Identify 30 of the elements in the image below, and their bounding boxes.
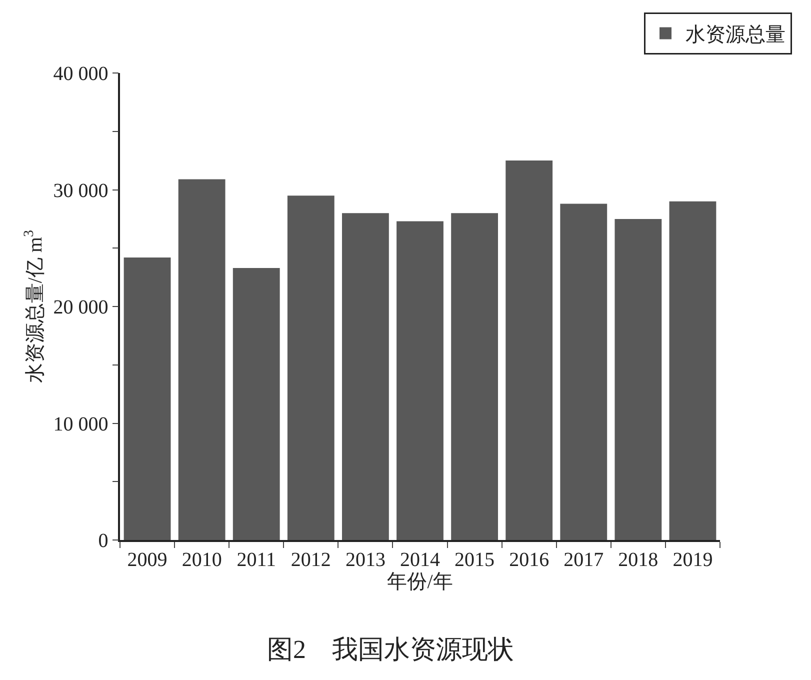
- x-tick-label: 2012: [290, 548, 331, 571]
- bar: [342, 213, 389, 540]
- y-tick-label: 0: [98, 530, 108, 552]
- x-axis-title: 年份/年: [387, 570, 453, 593]
- x-tick-label: 2009: [127, 548, 168, 571]
- y-tick-label: 20 000: [53, 296, 108, 318]
- bar: [232, 268, 280, 540]
- y-tick-label: 10 000: [53, 413, 108, 436]
- bar: [178, 179, 226, 540]
- bar: [124, 257, 171, 540]
- bar: [614, 218, 662, 540]
- x-tick-label: 2011: [236, 548, 276, 571]
- bar: [669, 201, 716, 540]
- x-tick-label: 2016: [509, 548, 550, 571]
- x-tick-label: 2018: [618, 548, 658, 571]
- bar: [396, 221, 444, 540]
- x-tick-label: 2013: [345, 548, 386, 571]
- x-tick-label: 2010: [182, 548, 222, 571]
- x-tick-label: 2017: [564, 548, 604, 571]
- legend-label: 水资源总量: [686, 24, 786, 46]
- x-tick-label: 2019: [672, 548, 713, 571]
- bar: [451, 213, 498, 540]
- bar: [506, 160, 553, 540]
- y-tick-label: 40 000: [53, 63, 108, 85]
- y-tick-label: 30 000: [53, 180, 108, 202]
- x-tick-label: 2015: [454, 548, 495, 571]
- x-tick-label: 2014: [400, 548, 440, 571]
- bar: [287, 196, 334, 540]
- caption: 图2 我国水资源现状: [267, 635, 514, 664]
- bar: [560, 204, 608, 540]
